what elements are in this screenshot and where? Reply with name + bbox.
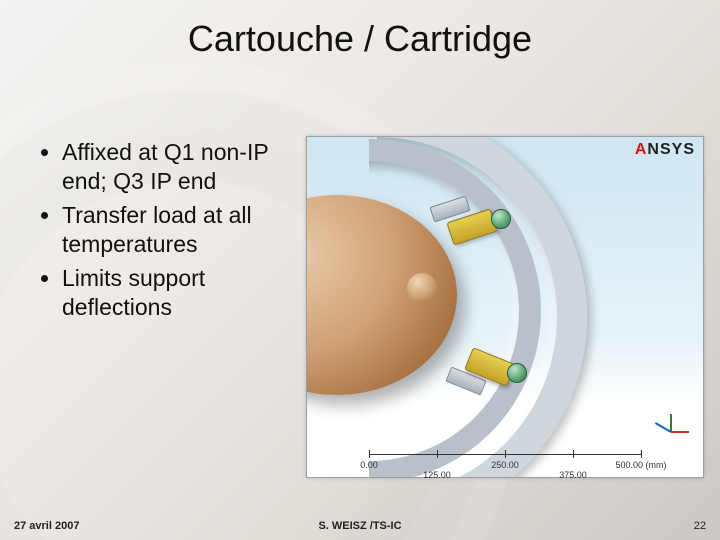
slide: Cartouche / Cartridge Affixed at Q1 non-… — [0, 0, 720, 540]
scale-tick — [505, 450, 506, 458]
cartridge-nub — [407, 273, 437, 303]
footer-page: 22 — [694, 520, 706, 532]
scale-label: 500.00 (mm) — [615, 460, 666, 470]
footer-date: 27 avril 2007 — [14, 520, 79, 532]
slide-title: Cartouche / Cartridge — [0, 18, 720, 60]
model-canvas — [307, 137, 703, 477]
scale-label-minor: 125.00 — [423, 470, 451, 480]
scale-tick — [573, 450, 574, 458]
bullet-item: Affixed at Q1 non-IP end; Q3 IP end — [62, 138, 296, 195]
bullet-list: Affixed at Q1 non-IP end; Q3 IP end Tran… — [40, 138, 296, 327]
axis-triad — [651, 411, 691, 451]
scale-tick — [437, 450, 438, 458]
mount-roller — [507, 363, 527, 383]
scale-label: 0.00 — [360, 460, 378, 470]
bullet-item: Limits support deflections — [62, 264, 296, 321]
bullet-item: Transfer load at all temperatures — [62, 201, 296, 258]
scale-bar: 0.00 250.00 500.00 (mm) 125.00 375.00 — [369, 454, 641, 455]
cad-figure: ANSYS 0.00 250.00 500.00 (mm) 125.00 375 — [306, 136, 704, 478]
axis-x-icon — [671, 431, 689, 433]
scale-tick — [641, 450, 642, 458]
mount-roller — [491, 209, 511, 229]
scale-label-minor: 375.00 — [559, 470, 587, 480]
scale-tick — [369, 450, 370, 458]
scale-label: 250.00 — [491, 460, 519, 470]
axis-z-icon — [655, 422, 672, 433]
footer-author: S. WEISZ /TS-IC — [318, 520, 401, 532]
slide-footer: 27 avril 2007 S. WEISZ /TS-IC 22 — [0, 514, 720, 534]
axis-y-icon — [670, 414, 672, 432]
